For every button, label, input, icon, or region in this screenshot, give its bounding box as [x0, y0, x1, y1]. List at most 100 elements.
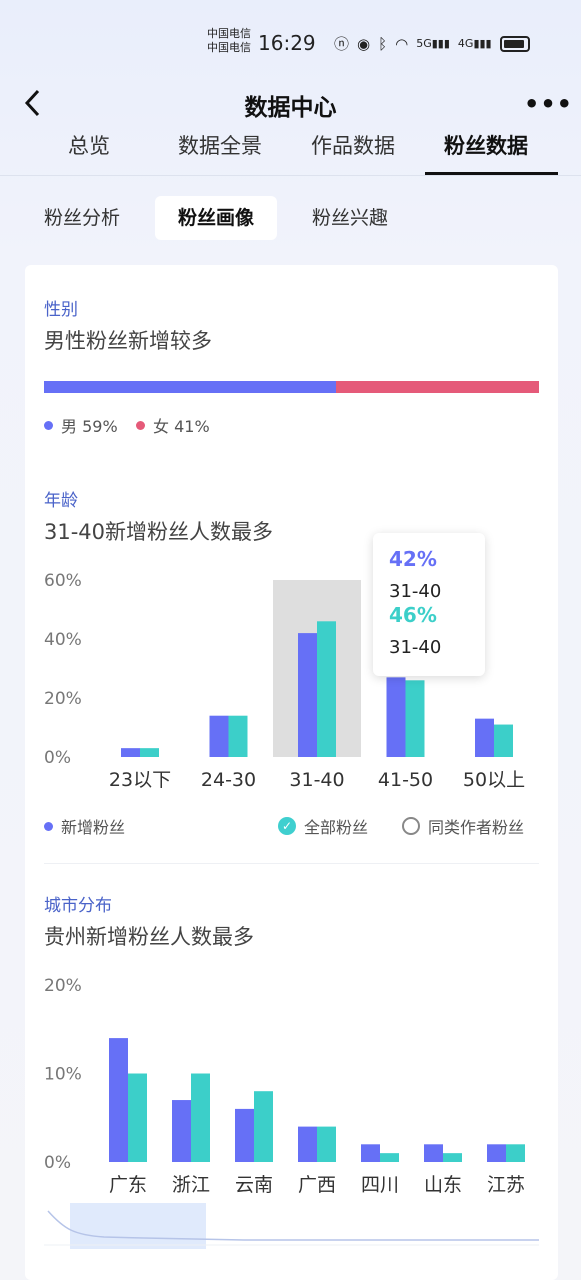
y-tick-label: 20%	[44, 976, 82, 996]
x-tick-label: 江苏	[487, 1174, 525, 1196]
scroller-trend-line	[47, 1210, 539, 1241]
x-tick-label: 50以上	[463, 769, 525, 791]
checkmark-icon[interactable]: ✓	[278, 817, 296, 835]
carrier-1: 中国电信	[207, 27, 251, 40]
radio-unchecked-icon[interactable]	[402, 817, 420, 835]
y-tick-label: 60%	[44, 571, 82, 591]
carrier-2: 中国电信	[207, 41, 251, 54]
subtab-fans-analysis[interactable]: 粉丝分析	[43, 207, 120, 229]
gender-female-bar	[336, 381, 539, 393]
gender-headline: 男性粉丝新增较多	[44, 329, 212, 353]
x-tick-label: 41-50	[378, 769, 433, 791]
y-tick-label: 0%	[44, 1153, 71, 1173]
female-dot-icon	[136, 420, 145, 430]
network-5g-label: 5G	[416, 37, 432, 50]
bar-new	[298, 633, 317, 757]
x-tick-label: 浙江	[172, 1174, 210, 1196]
bar-all	[140, 748, 159, 757]
x-tick-label: 24-30	[201, 769, 256, 791]
x-tick-label: 四川	[361, 1174, 399, 1196]
bar-all	[254, 1091, 273, 1162]
gender-male-bar	[44, 381, 337, 393]
portrait-card: 性别 男性粉丝新增较多 男 59% 女 41% 年龄 31-40新增粉丝人数最多…	[25, 265, 558, 1280]
subtab-fans-portrait[interactable]: 粉丝画像	[155, 196, 277, 240]
x-tick-label: 31-40	[289, 769, 344, 791]
bar-new	[172, 1100, 191, 1162]
bar-new	[386, 677, 406, 757]
city-chart-scroller[interactable]	[44, 1201, 539, 1251]
bar-all	[191, 1073, 210, 1162]
gender-section-label: 性别	[44, 300, 78, 320]
bar-new	[109, 1038, 128, 1162]
back-icon[interactable]	[22, 86, 52, 120]
status-bar: 中国电信 中国电信 16:29 ⓝ ◉ ᛒ ◠ 5G▮▮▮ 4G▮▮▮	[0, 0, 581, 86]
y-tick-label: 10%	[44, 1065, 82, 1085]
bar-new	[487, 1144, 506, 1162]
signal-4g-icon: 4G▮▮▮	[457, 37, 492, 50]
tab-fans-data[interactable]: 粉丝数据	[444, 134, 528, 158]
age-headline: 31-40新增粉丝人数最多	[44, 520, 274, 544]
section-divider	[44, 863, 539, 864]
subtab-fans-interest[interactable]: 粉丝兴趣	[311, 207, 388, 229]
nfc-icon: ⓝ	[334, 35, 350, 53]
tab-data-panorama[interactable]: 数据全景	[178, 134, 262, 158]
bar-all	[494, 724, 513, 757]
legend-peer-fans: 同类作者粉丝	[428, 818, 525, 837]
age-chart: 0% 20% 40% 60% 23以下 24-30 31-40 41-50 50以上	[44, 571, 525, 791]
y-tick-label: 20%	[44, 689, 82, 709]
bar-all	[317, 1126, 336, 1162]
battery-icon	[499, 35, 530, 52]
city-chart: 0% 10% 20% 广东 浙江 云南 广西 四川 山东 江苏	[44, 976, 525, 1196]
status-icons: ⓝ ◉ ᛒ ◠ 5G▮▮▮ 4G▮▮▮	[334, 33, 530, 54]
main-tabs: 总览 数据全景 作品数据 粉丝数据	[0, 128, 581, 176]
bar-new	[298, 1126, 317, 1162]
age-tooltip: 42% 31-40 46% 31-40	[373, 533, 485, 676]
bar-all	[443, 1153, 462, 1162]
more-icon[interactable]: •••	[524, 90, 574, 118]
clock: 16:29	[258, 31, 316, 55]
y-tick-label: 40%	[44, 630, 82, 650]
bar-new	[361, 1144, 380, 1162]
age-section-label: 年龄	[44, 491, 78, 511]
x-tick-label: 云南	[235, 1174, 273, 1196]
tooltip-value-new: 42%	[389, 547, 437, 571]
age-legend-new: 新增粉丝	[44, 814, 125, 838]
gender-legend-male: 男 59%	[44, 413, 118, 437]
x-tick-label: 山东	[424, 1174, 462, 1196]
tab-overview[interactable]: 总览	[68, 134, 110, 158]
age-legend-all[interactable]: ✓ 全部粉丝	[278, 814, 368, 838]
tab-works-data[interactable]: 作品数据	[311, 134, 395, 158]
age-legend-peer[interactable]: 同类作者粉丝	[402, 814, 524, 838]
tooltip-category-new: 31-40	[389, 581, 442, 602]
bluetooth-icon: ᛒ	[378, 34, 388, 53]
tab-underline	[425, 172, 558, 175]
wifi-icon: ◠	[395, 34, 409, 53]
bar-new	[209, 715, 229, 757]
tooltip-value-all: 46%	[389, 603, 437, 627]
city-section-label: 城市分布	[44, 896, 112, 916]
tooltip-value-all-text: 46%	[389, 603, 437, 627]
legend-all-fans: 全部粉丝	[304, 818, 369, 837]
bar-all	[128, 1073, 147, 1162]
carrier-info: 中国电信 中国电信	[207, 27, 251, 55]
tooltip-category-all: 31-40	[389, 637, 442, 658]
city-headline: 贵州新增粉丝人数最多	[44, 925, 254, 949]
bar-new	[235, 1108, 254, 1162]
eye-icon: ◉	[357, 34, 371, 53]
bar-all	[317, 621, 336, 757]
x-tick-label: 23以下	[109, 769, 171, 791]
male-dot-icon	[44, 420, 53, 430]
bar-new	[121, 748, 140, 757]
tooltip-value-new-text: 42%	[389, 547, 437, 571]
gender-male-label: 男 59%	[61, 417, 118, 436]
bar-all	[506, 1144, 525, 1162]
bar-all	[228, 715, 248, 757]
gender-legend-female: 女 41%	[136, 413, 210, 437]
legend-new-fans: 新增粉丝	[61, 818, 126, 837]
bar-new	[475, 718, 494, 757]
new-fans-dot-icon	[44, 821, 53, 831]
scroller-window[interactable]	[70, 1203, 206, 1249]
x-tick-label: 广西	[298, 1174, 336, 1196]
gender-ratio-bar	[44, 381, 539, 393]
bar-new	[424, 1144, 443, 1162]
